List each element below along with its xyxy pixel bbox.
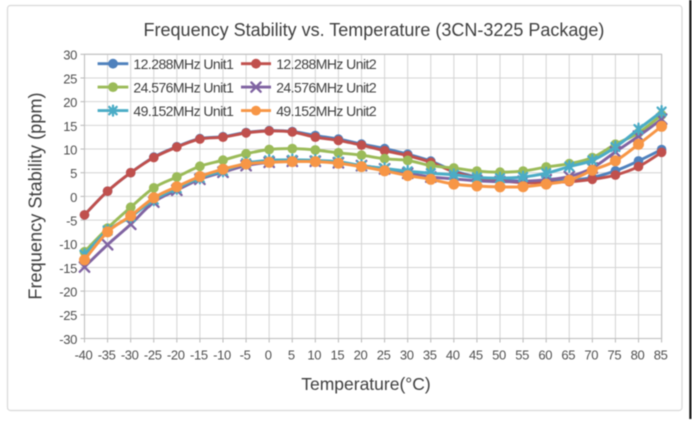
- svg-text:80: 80: [631, 348, 645, 363]
- svg-text:25: 25: [377, 348, 391, 363]
- svg-text:-10: -10: [59, 237, 77, 252]
- svg-text:30: 30: [63, 48, 77, 63]
- svg-text:24.576MHz Unit1: 24.576MHz Unit1: [133, 79, 234, 95]
- svg-text:45: 45: [469, 348, 483, 363]
- svg-text:-15: -15: [190, 348, 208, 363]
- svg-text:60: 60: [538, 348, 552, 363]
- svg-text:Frequency Stability vs. Temper: Frequency Stability vs. Temperature (3CN…: [144, 20, 605, 40]
- svg-text:12.288MHz Unit2: 12.288MHz Unit2: [276, 56, 377, 72]
- svg-text:-35: -35: [98, 348, 116, 363]
- svg-text:10: 10: [307, 348, 321, 363]
- svg-text:0: 0: [265, 348, 272, 363]
- svg-text:10: 10: [63, 142, 77, 157]
- svg-text:12.288MHz Unit1: 12.288MHz Unit1: [133, 56, 234, 72]
- svg-text:-20: -20: [59, 285, 77, 300]
- svg-text:20: 20: [63, 95, 77, 110]
- svg-text:30: 30: [400, 348, 414, 363]
- svg-text:-25: -25: [59, 308, 77, 323]
- svg-text:75: 75: [608, 348, 622, 363]
- svg-text:70: 70: [584, 348, 598, 363]
- svg-text:5: 5: [288, 348, 295, 363]
- svg-text:0: 0: [70, 190, 77, 205]
- svg-text:Temperature(°C): Temperature(°C): [301, 374, 431, 394]
- svg-text:49.152MHz Unit2: 49.152MHz Unit2: [276, 103, 377, 119]
- svg-text:65: 65: [561, 348, 575, 363]
- svg-text:-10: -10: [213, 348, 231, 363]
- svg-text:24.576MHz Unit2: 24.576MHz Unit2: [276, 79, 377, 95]
- svg-text:-5: -5: [240, 348, 251, 363]
- svg-text:35: 35: [423, 348, 437, 363]
- svg-text:-5: -5: [66, 214, 77, 229]
- svg-text:5: 5: [70, 166, 77, 181]
- svg-text:-15: -15: [59, 261, 77, 276]
- svg-text:Frequency Stability (ppm): Frequency Stability (ppm): [26, 92, 46, 299]
- svg-text:15: 15: [63, 119, 77, 134]
- svg-text:25: 25: [63, 71, 77, 86]
- svg-text:-20: -20: [167, 348, 185, 363]
- svg-text:-30: -30: [59, 332, 77, 347]
- svg-text:-25: -25: [144, 348, 162, 363]
- svg-text:20: 20: [354, 348, 368, 363]
- svg-text:-40: -40: [75, 348, 93, 363]
- svg-text:85: 85: [654, 348, 668, 363]
- svg-text:49.152MHz Unit1: 49.152MHz Unit1: [133, 103, 234, 119]
- svg-text:40: 40: [446, 348, 460, 363]
- svg-text:50: 50: [492, 348, 506, 363]
- svg-text:15: 15: [331, 348, 345, 363]
- svg-text:55: 55: [515, 348, 529, 363]
- svg-text:-30: -30: [121, 348, 139, 363]
